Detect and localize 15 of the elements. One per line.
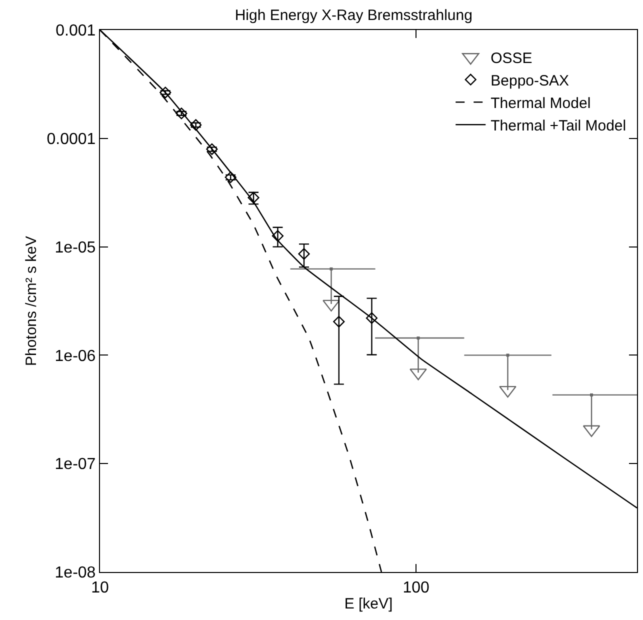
y-tick-label: 0.001 [56, 22, 96, 40]
legend-label: OSSE [490, 50, 532, 67]
legend-label: Thermal +Tail Model [490, 117, 626, 134]
x-tick-label: 100 [402, 579, 430, 596]
y-tick-label: 1e-08 [54, 564, 96, 582]
legend-label: Beppo-SAX [490, 72, 570, 90]
chart-title: High Energy X-Ray Bremsstrahlung [234, 6, 472, 24]
x-axis-title: E [keV] [344, 595, 393, 612]
y-tick-label: 1e-05 [54, 239, 96, 256]
legend-label: Thermal Model [490, 94, 591, 112]
y-tick-label: 0.0001 [46, 131, 96, 148]
y-axis-title: Photons /cm² s keV [23, 236, 40, 366]
x-tick-label: 10 [91, 579, 109, 596]
y-tick-label: 1e-07 [54, 456, 96, 474]
y-tick-label: 1e-06 [54, 348, 96, 365]
